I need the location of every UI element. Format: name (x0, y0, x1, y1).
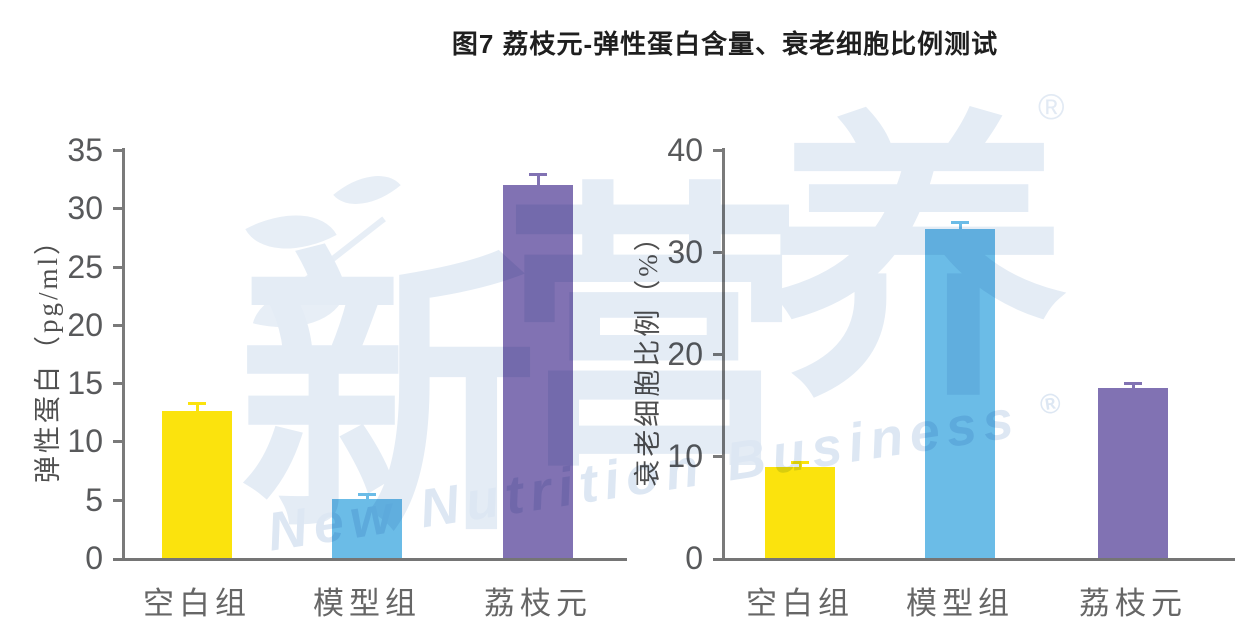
y-axis (722, 148, 725, 560)
y-tick (113, 207, 123, 211)
category-label: 荔枝元 (1079, 586, 1187, 621)
y-tick-label: 25 (67, 248, 103, 285)
figure-title: 图7 荔枝元-弹性蛋白含量、衰老细胞比例测试 (451, 29, 999, 59)
error-bar (536, 174, 540, 189)
error-bar (1131, 382, 1135, 392)
category-label: 模型组 (313, 586, 421, 621)
y-tick-label: 30 (667, 234, 703, 270)
category-label: 模型组 (906, 586, 1014, 621)
y-tick (713, 353, 723, 356)
error-bar-cap (529, 173, 547, 177)
bar-2 (332, 498, 402, 558)
category-label: 空白组 (143, 586, 251, 621)
error-bar (798, 462, 802, 472)
y-tick-label: 0 (685, 540, 703, 576)
y-tick (713, 455, 723, 458)
bar-1 (765, 467, 835, 558)
y-tick (113, 265, 123, 269)
x-axis (113, 558, 627, 561)
error-bar-cap (1124, 381, 1142, 385)
y-axis-title: 衰老细胞比例（%） (633, 221, 663, 487)
y-tick-label: 10 (67, 423, 103, 460)
y-tick-label: 20 (667, 336, 703, 372)
y-tick (713, 149, 723, 152)
error-bar (195, 402, 199, 416)
y-tick-label: 35 (67, 132, 103, 168)
y-tick-label: 0 (85, 540, 103, 576)
error-bar (958, 222, 962, 233)
y-tick (113, 382, 123, 386)
y-axis (122, 148, 125, 560)
error-bar (365, 494, 369, 503)
y-tick-label: 30 (67, 190, 103, 227)
x-axis (713, 558, 1235, 561)
y-tick (113, 149, 123, 152)
bar-3 (1098, 387, 1168, 558)
y-tick (113, 498, 123, 502)
y-tick-label: 20 (67, 306, 103, 343)
y-tick-label: 5 (85, 481, 103, 518)
bar-1 (162, 411, 232, 558)
y-tick (713, 251, 723, 254)
y-tick-label: 15 (67, 365, 103, 402)
category-label: 空白组 (746, 586, 854, 621)
error-bar-cap (951, 221, 969, 225)
error-bar-cap (188, 401, 206, 405)
error-bar-cap (791, 461, 809, 465)
error-bar-cap (358, 493, 376, 497)
y-tick (113, 440, 123, 444)
y-tick-label: 40 (667, 132, 703, 168)
y-tick (113, 323, 123, 327)
category-label: 荔枝元 (484, 586, 592, 621)
bar-3 (503, 184, 573, 558)
y-tick-label: 10 (667, 438, 703, 474)
bar-2 (925, 228, 995, 558)
